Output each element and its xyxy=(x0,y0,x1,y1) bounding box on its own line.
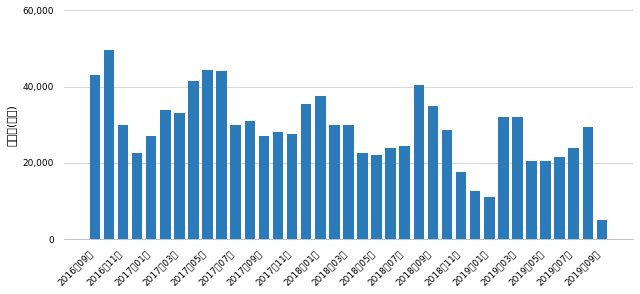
Bar xyxy=(385,148,396,239)
Bar xyxy=(301,104,312,239)
Bar xyxy=(90,75,100,239)
Bar xyxy=(273,132,284,239)
Bar xyxy=(498,117,509,239)
Y-axis label: 거래량(건수): 거래량(건수) xyxy=(7,104,17,146)
Bar xyxy=(174,113,185,239)
Bar xyxy=(202,69,213,239)
Bar xyxy=(118,125,129,239)
Bar xyxy=(230,125,241,239)
Bar xyxy=(582,127,593,239)
Bar xyxy=(244,121,255,239)
Bar xyxy=(442,131,452,239)
Bar xyxy=(287,134,298,239)
Bar xyxy=(540,161,551,239)
Bar xyxy=(554,157,565,239)
Bar xyxy=(428,106,438,239)
Bar xyxy=(343,125,354,239)
Bar xyxy=(329,125,340,239)
Bar xyxy=(146,136,157,239)
Bar xyxy=(132,153,143,239)
Bar xyxy=(512,117,523,239)
Bar xyxy=(568,148,579,239)
Bar xyxy=(456,172,467,239)
Bar xyxy=(399,146,410,239)
Bar xyxy=(259,136,269,239)
Bar xyxy=(216,71,227,239)
Bar xyxy=(104,51,115,239)
Bar xyxy=(188,81,199,239)
Bar xyxy=(413,85,424,239)
Bar xyxy=(371,155,382,239)
Bar xyxy=(160,109,171,239)
Bar xyxy=(596,220,607,239)
Bar xyxy=(315,96,326,239)
Bar xyxy=(484,197,495,239)
Bar xyxy=(526,161,537,239)
Bar xyxy=(470,191,481,239)
Bar xyxy=(357,153,368,239)
